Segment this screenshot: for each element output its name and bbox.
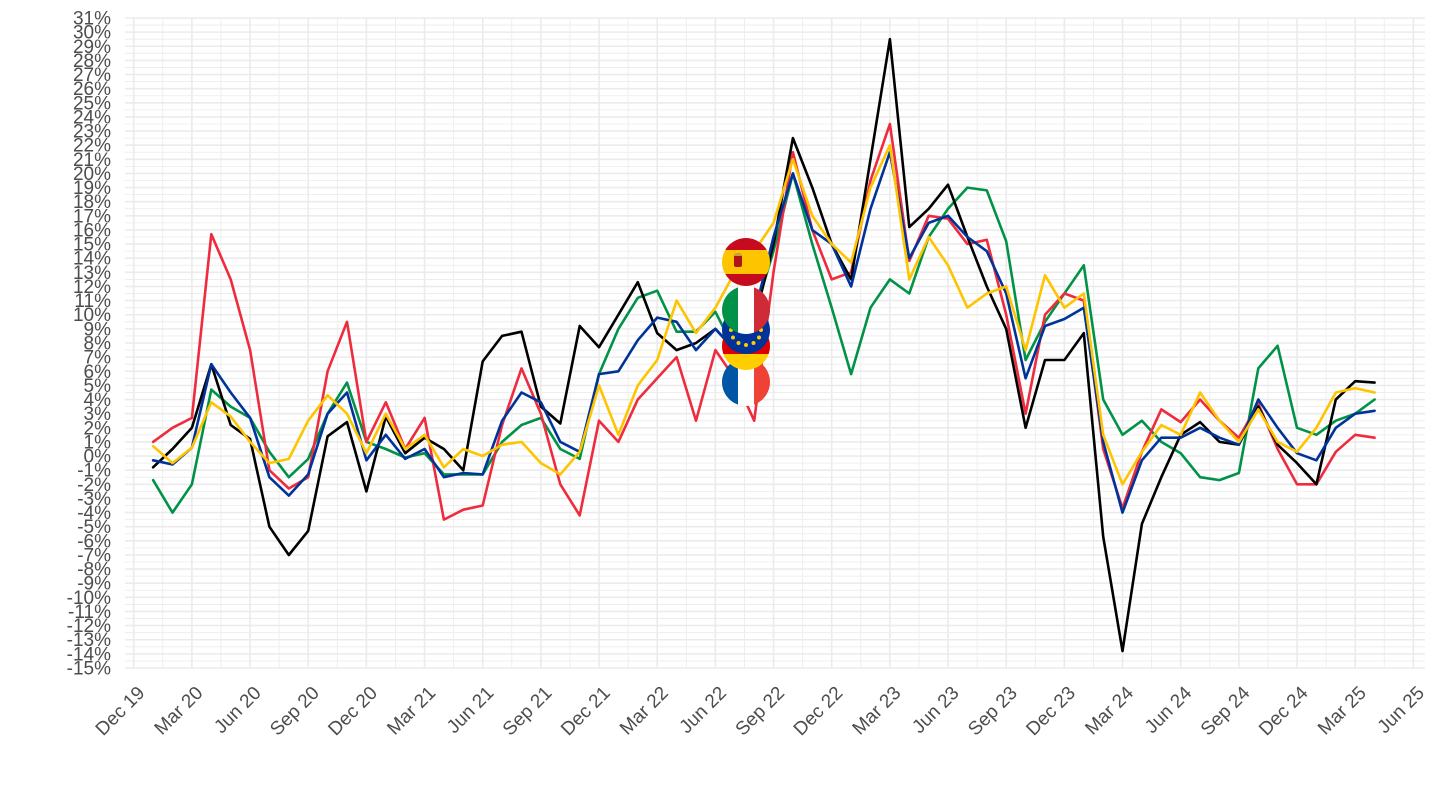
grid-lines [125, 17, 1425, 669]
y-tick-label: 8% [84, 334, 112, 355]
x-tick-label: Sep 22 [732, 683, 789, 740]
y-axis: -15%-14%-13%-12%-11%-10%-9%-8%-7%-6%-5%-… [67, 9, 111, 680]
flag-legend [722, 238, 770, 406]
y-tick-label: 23% [73, 122, 111, 143]
y-tick-label: -13% [67, 630, 111, 651]
y-tick-label: -15% [67, 659, 111, 680]
y-tick-label: 4% [84, 390, 112, 411]
y-tick-label: 26% [73, 79, 111, 100]
series-line-germany [151, 37, 1376, 653]
eu-star-icon [757, 335, 761, 340]
y-tick-label: 17% [73, 206, 111, 227]
x-tick-label: Sep 23 [964, 683, 1021, 740]
y-tick-label: 30% [73, 23, 111, 44]
y-tick-label: 14% [73, 249, 111, 270]
y-tick-label: 12% [73, 277, 111, 298]
x-tick-label: Dec 19 [92, 683, 149, 740]
y-tick-label: -2% [77, 475, 111, 496]
y-tick-label: -9% [77, 574, 111, 595]
x-tick-label: Mar 23 [849, 683, 906, 740]
y-tick-label: -4% [77, 503, 111, 524]
y-tick-label: 13% [73, 263, 111, 284]
x-tick-label: Dec 23 [1022, 683, 1079, 740]
y-tick-label: -14% [67, 644, 111, 665]
y-tick-label: 31% [73, 9, 111, 30]
y-tick-label: -5% [77, 517, 111, 538]
x-tick-label: Jun 25 [1374, 683, 1429, 738]
y-tick-label: 19% [73, 178, 111, 199]
y-tick-label: -11% [68, 602, 111, 623]
y-tick-label: -3% [77, 489, 111, 510]
x-tick-label: Jun 21 [443, 683, 498, 738]
y-tick-label: 0% [84, 447, 112, 468]
y-tick-label: 10% [73, 305, 111, 326]
y-tick-label: 29% [73, 37, 111, 58]
y-tick-label: 5% [84, 376, 112, 397]
x-tick-label: Dec 21 [557, 683, 614, 740]
x-tick-label: Mar 24 [1081, 682, 1138, 739]
x-tick-label: Dec 24 [1255, 682, 1313, 740]
x-tick-label: Sep 24 [1197, 682, 1255, 740]
eu-star-icon [744, 343, 748, 347]
y-tick-label: 20% [73, 164, 111, 185]
y-tick-label: 7% [84, 348, 112, 369]
france-flag-icon [722, 358, 770, 406]
x-tick-label: Sep 21 [499, 683, 556, 740]
series-line-spain [151, 143, 1376, 486]
y-tick-label: -8% [77, 560, 111, 581]
eu-star-icon [736, 341, 741, 345]
y-tick-label: -10% [67, 588, 111, 609]
y-tick-label: -12% [67, 616, 111, 637]
x-tick-label: Jun 23 [908, 683, 963, 738]
y-tick-label: 2% [84, 418, 112, 439]
spain-flag-icon [722, 238, 770, 286]
x-tick-label: Dec 22 [790, 683, 847, 740]
y-tick-label: 16% [73, 220, 111, 241]
y-tick-label: -1% [77, 461, 111, 482]
x-tick-label: Mar 21 [383, 683, 440, 740]
y-tick-label: 21% [73, 150, 111, 171]
x-axis: Dec 19 Mar 20 Jun 20 Sep 20 Dec 20 Mar 21 Jun … [92, 682, 1429, 740]
y-tick-label: 11% [74, 291, 111, 312]
y-tick-label: -6% [77, 531, 111, 552]
y-tick-label: 6% [84, 362, 112, 383]
eu-star-icon [731, 335, 735, 340]
y-tick-label: 3% [84, 404, 112, 425]
eu-star-icon [751, 341, 756, 345]
x-tick-label: Mar 25 [1314, 683, 1371, 740]
x-tick-label: Jun 20 [210, 683, 265, 738]
x-tick-label: Jun 24 [1141, 682, 1196, 737]
y-tick-label: -7% [77, 545, 111, 566]
x-tick-label: Dec 20 [325, 683, 382, 740]
y-tick-label: 18% [73, 192, 111, 213]
italy-flag-icon [722, 286, 770, 334]
y-tick-label: 15% [73, 235, 111, 256]
x-tick-label: Mar 20 [151, 683, 208, 740]
y-tick-label: 24% [73, 107, 111, 128]
x-tick-label: Jun 22 [676, 683, 731, 738]
y-tick-label: 1% [84, 432, 112, 453]
y-tick-label: 9% [84, 319, 112, 340]
y-tick-label: 28% [73, 51, 111, 72]
y-tick-label: 25% [73, 93, 111, 114]
y-tick-label: 27% [73, 65, 111, 86]
x-tick-label: Sep 20 [266, 683, 323, 740]
y-tick-label: 22% [73, 136, 111, 157]
x-tick-label: Mar 22 [616, 683, 673, 740]
